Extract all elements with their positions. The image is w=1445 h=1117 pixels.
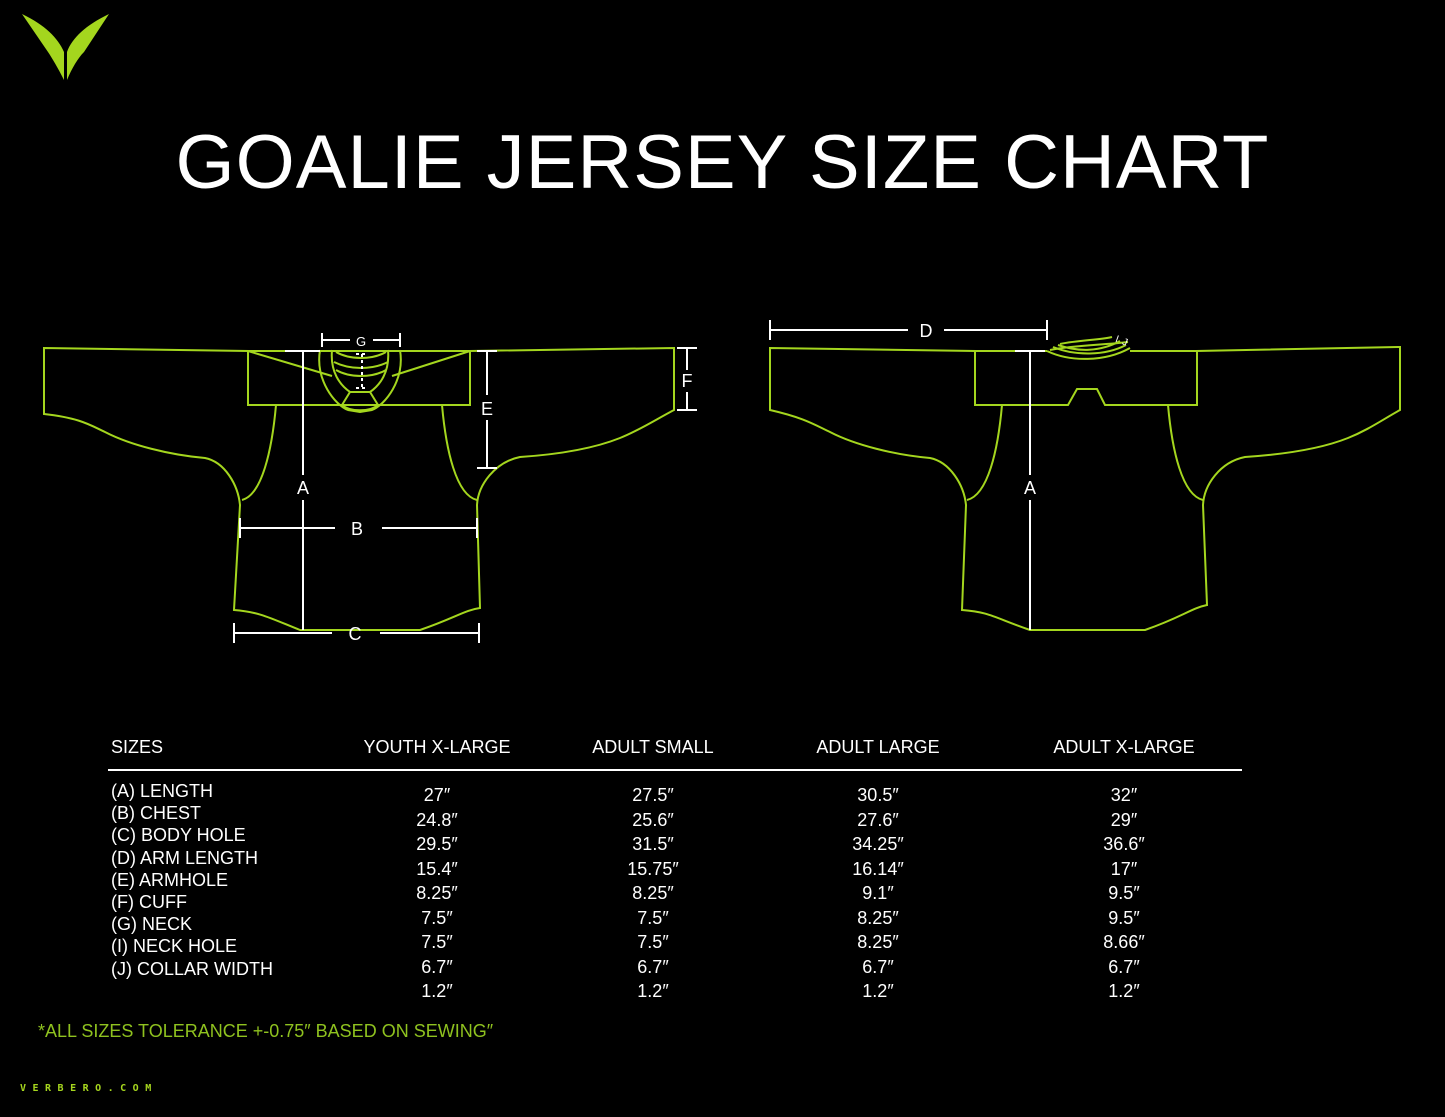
header-youth-xl: YOUTH X-LARGE xyxy=(363,737,511,757)
table-cell: 7.5″ xyxy=(637,907,669,928)
table-cell: 1.2″ xyxy=(421,981,453,1001)
table-cell: 15.75″ xyxy=(627,858,679,879)
table-cell: 24.8″ xyxy=(416,809,458,830)
table-cell: 8.25″ xyxy=(857,907,899,928)
table-header-divider xyxy=(108,769,1242,771)
table-cell: 32″ xyxy=(1110,785,1138,805)
row-label: (D) ARM LENGTH xyxy=(111,847,259,868)
table-cell: 7.5″ xyxy=(637,932,669,952)
table-cell: 8.25″ xyxy=(857,932,899,952)
row-label: (E) ARMHOLE xyxy=(111,869,229,890)
table-cell: 9.1″ xyxy=(862,883,894,903)
back-measure-lines xyxy=(769,320,1048,630)
table-cell: 1.2″ xyxy=(862,981,894,1001)
table-cell: 1.2″ xyxy=(637,981,669,1001)
row-label: (F) CUFF xyxy=(111,891,187,912)
row-label: (I) NECK HOLE xyxy=(111,936,238,957)
row-label: (C) BODY HOLE xyxy=(111,825,246,846)
size-column: 30.5″ 27.6″ 34.25″ 16.14″ 9.1″ 8.25″ 8.25″ 6.7″… xyxy=(798,783,958,1004)
table-cell: 7.5″ xyxy=(421,932,453,952)
table-cell: 16.14″ xyxy=(852,858,904,879)
table-cell: 9.5″ xyxy=(1108,883,1140,903)
table-cell: 6.7″ xyxy=(421,956,453,977)
table-cell: 27″ xyxy=(423,785,451,805)
table-cell: 6.7″ xyxy=(1108,956,1140,977)
label-b: B xyxy=(351,519,363,539)
row-label: (G) NECK xyxy=(111,914,192,935)
tolerance-note: *ALL SIZES TOLERANCE +-0.75″ BASED ON SE… xyxy=(38,1021,494,1041)
back-jersey-outline xyxy=(769,336,1401,631)
size-column: 27.5″ 25.6″ 31.5″ 15.75″ 8.25″ 7.5″ 7.5″ 6.7″ 1.… xyxy=(573,783,733,1004)
row-label: (B) CHEST xyxy=(111,803,201,824)
table-cell: 7.5″ xyxy=(421,907,453,928)
table-cell: 30.5″ xyxy=(857,785,899,805)
label-e: E xyxy=(481,399,493,419)
header-adult-small: ADULT SMALL xyxy=(592,737,714,757)
label-d: D xyxy=(920,321,933,341)
table-cell: 8.25″ xyxy=(632,883,674,903)
table-cell: 8.66″ xyxy=(1103,932,1145,952)
table-cell: 27.5″ xyxy=(632,785,674,805)
front-jersey-outline xyxy=(43,346,675,631)
table-cell: 27.6″ xyxy=(857,809,899,830)
label-c: C xyxy=(349,624,362,644)
table-cell: 15.4″ xyxy=(416,858,458,879)
label-a-back: A xyxy=(1024,478,1036,498)
front-measure-lines xyxy=(233,333,697,643)
header-adult-xl: ADULT X-LARGE xyxy=(1053,737,1195,757)
table-cell: 9.5″ xyxy=(1108,907,1140,928)
table-cell: 29.5″ xyxy=(416,834,458,854)
header-adult-large: ADULT LARGE xyxy=(816,737,940,757)
row-label: (A) LENGTH xyxy=(111,781,214,801)
table-cell: 6.7″ xyxy=(862,956,894,977)
table-cell: 31.5″ xyxy=(632,834,674,854)
page-title: GOALIE JERSEY SIZE CHART xyxy=(175,120,1270,205)
table-cell: 6.7″ xyxy=(637,956,669,977)
table-cell: 29″ xyxy=(1110,809,1138,830)
row-labels: (A) LENGTH (B) CHEST (C) BODY HOLE (D) A… xyxy=(111,780,273,980)
size-column: 27″ 24.8″ 29.5″ 15.4″ 8.25″ 7.5″ 7.5″ 6.7″ 1.2″ xyxy=(357,783,517,1004)
table-cell: 25.6″ xyxy=(632,809,674,830)
label-a-front: A xyxy=(297,478,309,498)
label-f: F xyxy=(682,371,693,391)
label-i: I xyxy=(1114,334,1120,345)
table-cell: 8.25″ xyxy=(416,883,458,903)
verbero-logo-icon xyxy=(22,14,109,80)
table-cell: 34.25″ xyxy=(852,834,904,854)
table-cell: 36.6″ xyxy=(1103,834,1145,854)
size-column: 32″ 29″ 36.6″ 17″ 9.5″ 9.5″ 8.66″ 6.7″ 1.2″ xyxy=(1044,783,1204,1004)
label-j: J xyxy=(1121,337,1129,349)
table-cell: 17″ xyxy=(1110,858,1138,879)
header-sizes: SIZES xyxy=(111,737,164,757)
table-cell: 1.2″ xyxy=(1108,981,1140,1001)
website-link[interactable]: VERBERO.COM xyxy=(20,1083,158,1094)
label-g: G xyxy=(356,334,366,349)
row-label: (J) COLLAR WIDTH xyxy=(111,958,273,979)
